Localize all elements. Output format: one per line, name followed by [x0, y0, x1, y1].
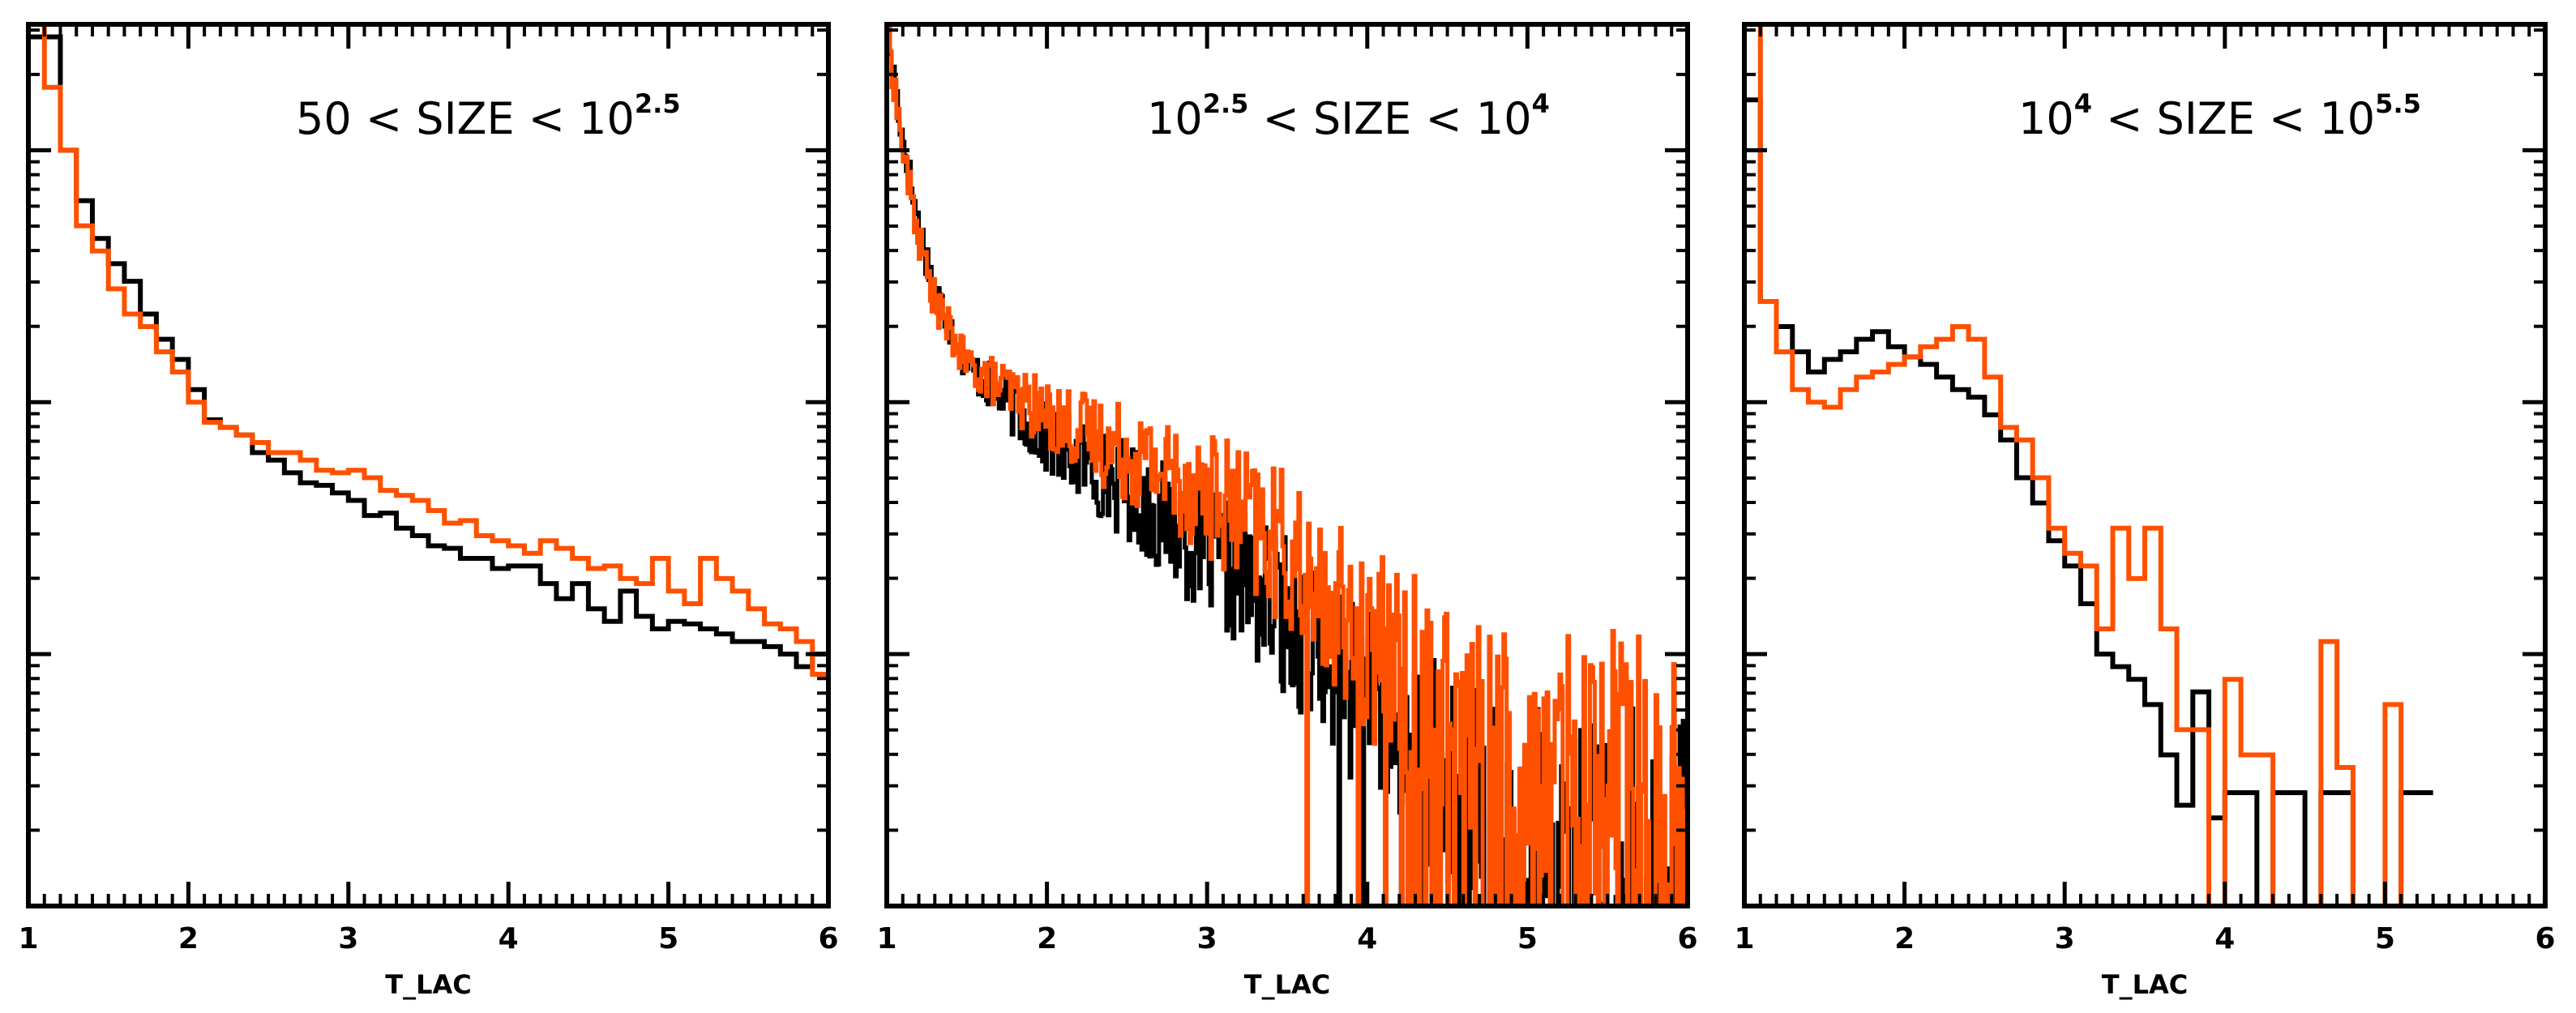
panel-large-size-xtick-label: 2	[1894, 922, 1915, 955]
panel-small-size-xtick-label: 2	[178, 922, 199, 955]
panel-large-size-xtick-label: 5	[2375, 922, 2395, 955]
panel-large-size-xtick-label: 4	[2214, 922, 2235, 955]
panel-large-size-xtick-label: 1	[1734, 922, 1754, 955]
panel-medium-size-xtick-label: 2	[1037, 922, 1057, 955]
panel-small-size-xtick-label: 5	[658, 922, 678, 955]
panel-medium-size-title: 102.5 < SIZE < 104	[1147, 88, 1550, 144]
panel-medium-size-title-exp1: 2.5	[1203, 88, 1249, 119]
panel-large-size-title-exp1: 4	[2074, 88, 2092, 119]
panel-large-size-xlabel: T_LAC	[2102, 969, 2188, 1000]
panel-small-size-xtick-label: 1	[18, 922, 38, 955]
panel-large-size-xtick-label: 3	[2055, 922, 2075, 955]
panel-medium-size-title-mid: < SIZE < 10	[1248, 93, 1531, 144]
panel-small-size-xlabel: T_LAC	[385, 969, 471, 1000]
panel-medium-size-orange-histogram	[884, 22, 1690, 908]
panel-small-size-title-exp: 2.5	[635, 88, 681, 119]
panel-medium-size-xtick-label: 3	[1197, 922, 1217, 955]
panel-medium-size-xtick-label: 5	[1517, 922, 1538, 955]
panel-small-size-black-histogram	[26, 34, 831, 906]
panel-medium-size-xtick-label: 6	[1677, 922, 1697, 955]
panel-large-size-title-exp2: 5.5	[2375, 88, 2421, 119]
panel-small-size-series	[26, 22, 831, 906]
panel-small-size-frame	[26, 22, 831, 908]
panel-medium-size-frame	[884, 22, 1690, 908]
panel-large-size-xtick-label: 6	[2535, 922, 2555, 955]
panel-large-size-title-base1: 10	[2018, 93, 2074, 144]
panel-small-size: 1 2 3 4 5 6 50 < SIZE < 102.5 T_LAC	[18, 22, 839, 1000]
panel-small-size-title-part1: 50 < SIZE < 10	[296, 93, 635, 144]
panel-medium-size-xlabel: T_LAC	[1244, 969, 1330, 1000]
panel-small-size-orange-histogram	[26, 22, 831, 906]
panel-medium-size-xtick-label: 4	[1357, 922, 1377, 955]
panel-large-size-title-mid: < SIZE < 10	[2092, 93, 2375, 144]
panel-large-size-title: 104 < SIZE < 105.5	[2018, 88, 2421, 144]
panel-small-size-title: 50 < SIZE < 102.5	[296, 88, 681, 144]
panel-small-size-xtick-label: 4	[499, 922, 519, 955]
panel-small-size-xtick-label: 3	[338, 922, 358, 955]
panel-medium-size-title-base1: 10	[1147, 93, 1203, 144]
panel-large-size-frame	[1742, 22, 2548, 908]
panel-medium-size-title-exp2: 4	[1532, 88, 1550, 119]
panel-medium-size-xtick-label: 1	[876, 922, 896, 955]
panel-small-size-xtick-label: 6	[818, 922, 838, 955]
